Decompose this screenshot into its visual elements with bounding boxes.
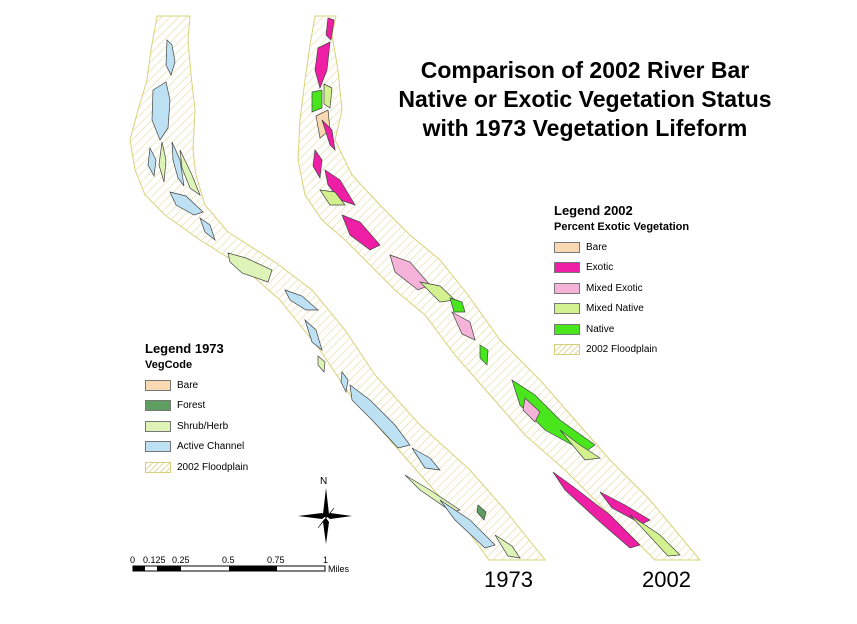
legend-item: 2002 Floodplain [554, 340, 689, 361]
mixed-native-polygon [319, 189, 346, 206]
vegetation-1973 [147, 39, 521, 559]
channel-polygon [151, 81, 171, 141]
legend-1973: Legend 1973 VegCode Bare Forest Shrub/Herb… [145, 341, 248, 478]
year-label-2002: 2002 [642, 567, 691, 592]
legend-label: Exotic [586, 262, 614, 274]
legend-swatch [145, 420, 171, 432]
legend-swatch [554, 282, 580, 294]
legend-label: Native [586, 323, 615, 335]
shrub-polygon [317, 355, 326, 373]
legend-item: Bare [554, 237, 689, 258]
legend-item: Exotic [554, 258, 689, 279]
channel-polygon [304, 318, 323, 351]
channel-polygon [349, 384, 411, 449]
channel-polygon [165, 39, 176, 76]
legend-item: Mixed Native [554, 299, 689, 320]
exotic-polygon [599, 491, 651, 525]
legend-item: Shrub/Herb [145, 416, 248, 437]
exotic-polygon [341, 214, 381, 251]
legend-label: Mixed Exotic [586, 282, 643, 294]
legend-swatch [554, 241, 580, 253]
mixed-exotic-polygon [522, 397, 541, 423]
compass-icon [298, 488, 352, 544]
legend-swatch [554, 303, 580, 315]
year-label-1973: 1973 [484, 567, 533, 592]
scale-seg [229, 566, 277, 571]
channel-polygon [340, 371, 349, 394]
exotic-polygon [314, 41, 331, 90]
legend-item: Forest [145, 396, 248, 417]
legend-label: Mixed Native [586, 303, 644, 315]
mixed-exotic-polygon [389, 254, 431, 291]
channel-polygon [411, 447, 441, 471]
legend-label: 2002 Floodplain [177, 461, 249, 473]
mixed-exotic-polygon [451, 311, 476, 341]
legend-swatch [145, 461, 171, 473]
title-line-2: Native or Exotic Vegetation Status [398, 86, 772, 112]
shrub-polygon [179, 149, 201, 196]
legend-item: 2002 Floodplain [145, 457, 248, 478]
vegetation-2002 [311, 17, 681, 557]
legend-label: Active Channel [177, 441, 245, 453]
scale-tick: 0.5 [222, 555, 235, 565]
legend-swatch [145, 441, 171, 453]
legend-label: Forest [177, 400, 206, 412]
legend-item: Active Channel [145, 437, 248, 458]
scale-tick: 0 [130, 555, 136, 565]
north-label: N [320, 476, 328, 487]
legend-2002-title: Legend 2002 [554, 203, 633, 218]
mixed-native-polygon [559, 429, 601, 461]
channel-polygon [147, 146, 157, 178]
legend-1973-subtitle: VegCode [145, 359, 193, 371]
title-line-3: with 1973 Vegetation Lifeform [422, 115, 748, 141]
channel-polygon [169, 191, 204, 216]
legend-swatch [145, 379, 171, 391]
channel-polygon [171, 141, 185, 187]
shrub-polygon [158, 141, 167, 183]
floodplain-2002 [297, 15, 702, 561]
exotic-polygon [312, 149, 323, 180]
legend-swatch [145, 400, 171, 412]
legend-swatch [554, 344, 580, 356]
legend-label: 2002 Floodplain [586, 344, 658, 356]
legend-item: Mixed Exotic [554, 278, 689, 299]
legend-label: Shrub/Herb [177, 420, 229, 432]
legend-label: Bare [177, 379, 199, 391]
title-line-1: Comparison of 2002 River Bar [420, 57, 750, 83]
legend-2002: Legend 2002 Percent Exotic Vegetation Ba… [554, 203, 689, 360]
shrub-polygon [494, 534, 521, 559]
legend-swatch [554, 262, 580, 274]
native-polygon [479, 344, 489, 366]
scale-tick: 0.25 [172, 555, 190, 565]
scale-tick: 0.75 [267, 555, 285, 565]
mixed-native-polygon [323, 83, 333, 109]
native-polygon [311, 89, 323, 113]
map-title: Comparison of 2002 River Bar Native or E… [370, 56, 800, 143]
exotic-polygon [552, 471, 641, 549]
scale-bar [132, 565, 326, 572]
scale-tick: 0.125 [143, 555, 166, 565]
exotic-polygon [321, 119, 336, 151]
scale-seg [157, 566, 181, 571]
scale-seg [133, 566, 145, 571]
legend-1973-title: Legend 1973 [145, 341, 224, 356]
legend-2002-subtitle: Percent Exotic Vegetation [554, 221, 690, 233]
exotic-polygon [324, 169, 356, 206]
scale-tick: 1 [323, 555, 329, 565]
legend-item: Bare [145, 375, 248, 396]
shrub-polygon [227, 252, 273, 283]
legend-label: Bare [586, 241, 608, 253]
legend-swatch [554, 323, 580, 335]
channel-polygon [439, 499, 496, 549]
native-polygon [449, 297, 466, 313]
legend-item: Native [554, 319, 689, 340]
channel-polygon [199, 217, 216, 242]
scale-units: Miles [328, 564, 350, 574]
mixed-native-polygon [629, 514, 681, 557]
forest-polygon [476, 504, 487, 521]
exotic-polygon [325, 17, 335, 41]
channel-polygon [284, 289, 319, 311]
